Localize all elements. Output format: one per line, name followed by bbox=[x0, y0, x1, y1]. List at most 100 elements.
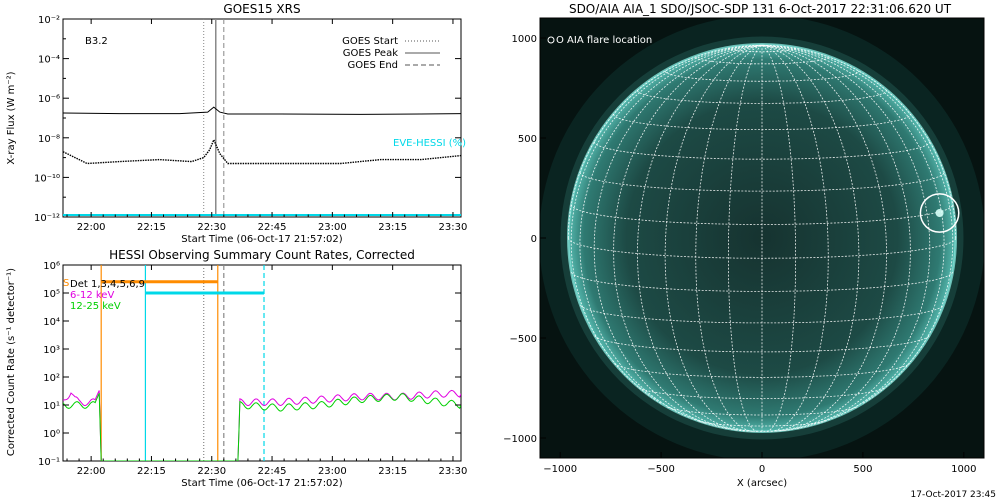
goes-x-tick-label: 23:30 bbox=[439, 222, 468, 233]
aia-x-tick-label: 1000 bbox=[951, 464, 976, 475]
hessi-x-tick-label: 23:00 bbox=[318, 466, 347, 477]
goes-x-tick-label: 23:00 bbox=[318, 222, 347, 233]
aia-title: SDO/AIA AIA_1 SDO/JSOC-SDP 131 6-Oct-201… bbox=[569, 2, 952, 16]
aia-y-tick-label: 0 bbox=[531, 234, 537, 245]
hessi-x-tick-label: 22:00 bbox=[77, 466, 106, 477]
goes-axes-frame bbox=[62, 18, 462, 218]
hessi-ticks: 22:00 22:15 22:30 22:45 23:00 23:15 23:30 10⁶ 10… bbox=[38, 261, 467, 477]
goes-legend-label: GOES Start bbox=[342, 36, 398, 47]
goes-x-tick-label: 22:00 bbox=[77, 222, 106, 233]
aia-latitude-line bbox=[594, 335, 930, 353]
hessi-legend-label: 6-12 keV bbox=[70, 290, 114, 301]
hessi-y-tick-label: 10² bbox=[43, 373, 60, 384]
hessi-x-tick-label: 23:30 bbox=[439, 466, 468, 477]
aia-longitude-line bbox=[761, 44, 954, 404]
aia-limb bbox=[567, 43, 957, 433]
aia-flare-location-circle bbox=[919, 193, 960, 233]
hessi-y-tick-label: 10⁰ bbox=[43, 429, 60, 440]
hessi-plot-area bbox=[63, 265, 461, 461]
aia-longitude-line bbox=[761, 44, 957, 239]
aia-longitude-line bbox=[761, 44, 911, 431]
aia-longitude-line bbox=[761, 44, 887, 432]
goes-class-label: B3.2 bbox=[85, 36, 108, 47]
goes-y-tick-label: 10⁻¹⁰ bbox=[34, 173, 60, 184]
hessi-y-tick-label: 10⁶ bbox=[43, 261, 60, 272]
goes-legend-label: GOES End bbox=[348, 60, 398, 71]
goes-y-tick-label: 10⁻¹² bbox=[34, 213, 60, 224]
goes-x-tick-label: 22:15 bbox=[137, 222, 166, 233]
hessi-y-tick-label: 10⁵ bbox=[43, 289, 60, 300]
aia-legend-marker bbox=[547, 36, 555, 44]
aia-longitude-line bbox=[761, 44, 829, 432]
aia-x-tick-label: 500 bbox=[853, 464, 872, 475]
aia-longitude-line bbox=[664, 44, 763, 432]
goes-annotation: EVE-HESSI (%) bbox=[393, 138, 466, 149]
aia-y-tick-label: −500 bbox=[510, 334, 537, 345]
aia-y-tick-label: 1000 bbox=[512, 34, 537, 45]
aia-ticks: −1000 −500 0 500 1000 −1000 −500 0 500 1000 bbox=[503, 34, 976, 475]
hessi-y-tick-label: 10¹ bbox=[43, 401, 60, 412]
hessi-panel: HESSI Observing Summary Count Rates, Cor… bbox=[6, 248, 467, 489]
goes-x-tick-label: 22:45 bbox=[258, 222, 287, 233]
goes-plot-area bbox=[63, 19, 461, 217]
aia-longitude-line bbox=[579, 44, 763, 424]
aia-longitude-line bbox=[761, 44, 931, 429]
hessi-y-tick-label: 10⁴ bbox=[43, 317, 60, 328]
aia-latitude-line bbox=[667, 406, 857, 416]
goes-ylabel: X-ray Flux (W m⁻²) bbox=[6, 71, 17, 164]
goes-y-tick-label: 10⁻⁴ bbox=[38, 55, 60, 66]
aia-longitude-line bbox=[761, 44, 796, 432]
aia-longitude-line bbox=[761, 44, 860, 432]
hessi-xlabel: Start Time (06-Oct-17 21:57:02) bbox=[181, 478, 342, 489]
hessi-ylabel: Corrected Count Rate (s⁻¹ detector⁻¹) bbox=[6, 268, 17, 456]
goes-y-tick-label: 10⁻⁶ bbox=[38, 94, 60, 105]
hessi-x-tick-label: 22:30 bbox=[197, 466, 226, 477]
goes-series-short bbox=[63, 138, 461, 165]
aia-y-tick-label: 500 bbox=[518, 134, 537, 145]
hessi-y-tick-label: 10³ bbox=[43, 345, 60, 356]
aia-latitude-line bbox=[579, 172, 945, 192]
hessi-axes-frame bbox=[62, 264, 462, 462]
hessi-x-tick-label: 22:15 bbox=[137, 466, 166, 477]
aia-x-tick-label: −1000 bbox=[543, 464, 577, 475]
goes-y-tick-label: 10⁻⁸ bbox=[38, 134, 60, 145]
aia-image bbox=[540, 18, 984, 458]
aia-x-tick-label: 0 bbox=[759, 464, 765, 475]
goes-x-tick-label: 23:15 bbox=[378, 222, 407, 233]
hessi-legend-label: 12-25 keV bbox=[70, 301, 121, 312]
goes-series-long bbox=[63, 106, 461, 115]
goes-panel: GOES15 XRS 22:00 22:15 22:30 22:45 23:00 23:1… bbox=[6, 2, 467, 245]
aia-longitude-line bbox=[728, 44, 763, 432]
aia-longitude-line bbox=[613, 44, 763, 431]
goes-legend-label: GOES Peak bbox=[343, 48, 398, 59]
aia-longitude-line bbox=[637, 44, 763, 432]
aia-latitude-line bbox=[728, 48, 796, 53]
aia-longitude-line bbox=[695, 44, 763, 432]
aia-longitude-line bbox=[570, 44, 763, 404]
hessi-x-tick-label: 23:15 bbox=[378, 466, 407, 477]
aia-flare-bright-spot bbox=[935, 209, 944, 217]
goes-x-tick-label: 22:30 bbox=[197, 222, 226, 233]
aia-latitude-line bbox=[698, 420, 826, 427]
hessi-legend-s: S bbox=[63, 278, 69, 289]
aia-y-tick-label: −1000 bbox=[503, 434, 537, 445]
goes-y-tick-label: 10⁻² bbox=[38, 15, 60, 26]
aia-panel: SDO/AIA AIA_1 SDO/JSOC-SDP 131 6-Oct-201… bbox=[503, 2, 985, 489]
aia-legend: O AIA flare location bbox=[556, 35, 652, 46]
hessi-y-tick-label: 10⁻¹ bbox=[38, 457, 60, 468]
goes-ticks: 22:00 22:15 22:30 22:45 23:00 23:15 23:30 10⁻² 1… bbox=[34, 15, 467, 233]
footer-timestamp: 17-Oct-2017 23:45 bbox=[911, 490, 996, 500]
goes-title: GOES15 XRS bbox=[223, 2, 300, 16]
aia-longitude-line bbox=[593, 44, 763, 429]
goes-xlabel: Start Time (06-Oct-17 21:57:02) bbox=[181, 234, 342, 245]
aia-longitude-line bbox=[567, 44, 763, 239]
hessi-legend-label: Det 1,3,4,5,6,9 bbox=[70, 279, 145, 290]
aia-latitude-line bbox=[614, 363, 910, 378]
aia-x-tick-label: −500 bbox=[647, 464, 674, 475]
hessi-x-tick-label: 22:45 bbox=[258, 466, 287, 477]
aia-xlabel: X (arcsec) bbox=[737, 478, 787, 489]
hessi-series-line bbox=[63, 389, 461, 461]
